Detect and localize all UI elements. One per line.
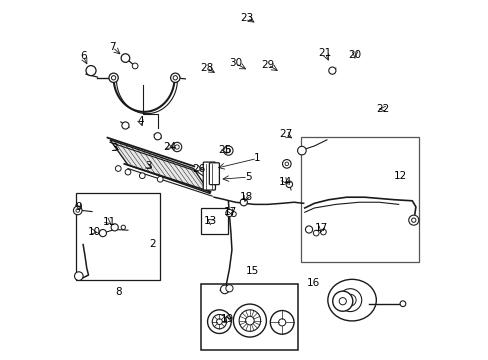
Circle shape	[320, 229, 325, 235]
Circle shape	[332, 291, 352, 311]
Text: 29: 29	[261, 59, 274, 69]
Text: 18: 18	[239, 192, 252, 202]
Circle shape	[216, 319, 222, 324]
Text: 26: 26	[192, 163, 205, 174]
Circle shape	[226, 148, 230, 153]
Circle shape	[139, 173, 145, 179]
Text: 6: 6	[80, 51, 86, 61]
Circle shape	[285, 162, 288, 166]
Text: 9: 9	[75, 202, 82, 212]
Circle shape	[240, 199, 247, 206]
Circle shape	[74, 272, 83, 280]
Circle shape	[411, 218, 415, 222]
Circle shape	[154, 133, 161, 140]
Text: 10: 10	[88, 227, 101, 237]
Circle shape	[278, 319, 285, 326]
Text: 21: 21	[318, 48, 331, 58]
Circle shape	[339, 298, 346, 305]
Circle shape	[239, 310, 260, 331]
Bar	[301, 137, 418, 262]
Circle shape	[115, 166, 121, 171]
Circle shape	[109, 73, 118, 82]
Circle shape	[225, 210, 233, 217]
Text: 5: 5	[244, 172, 251, 182]
Text: 22: 22	[375, 104, 388, 114]
Circle shape	[173, 76, 177, 80]
FancyBboxPatch shape	[209, 163, 219, 185]
FancyBboxPatch shape	[203, 162, 215, 190]
Text: 7: 7	[109, 42, 116, 52]
Circle shape	[223, 146, 233, 155]
Circle shape	[282, 159, 290, 168]
Circle shape	[86, 66, 96, 76]
Ellipse shape	[327, 279, 376, 321]
Circle shape	[285, 181, 292, 188]
Text: 3: 3	[145, 161, 151, 171]
Text: 23: 23	[240, 13, 253, 23]
Text: 20: 20	[347, 50, 361, 60]
Circle shape	[270, 311, 293, 334]
Circle shape	[172, 142, 182, 152]
Circle shape	[170, 73, 180, 82]
Circle shape	[344, 294, 355, 306]
Circle shape	[121, 225, 125, 229]
Circle shape	[157, 176, 163, 182]
Circle shape	[328, 67, 335, 74]
Circle shape	[132, 63, 138, 69]
Text: 17: 17	[224, 207, 237, 217]
Circle shape	[338, 289, 361, 311]
Text: 25: 25	[218, 144, 231, 154]
Text: 30: 30	[228, 58, 242, 68]
Text: 19: 19	[220, 314, 233, 324]
Text: 14: 14	[279, 177, 292, 187]
Circle shape	[225, 285, 233, 292]
Bar	[201, 284, 298, 350]
Text: 4: 4	[137, 116, 143, 126]
Circle shape	[399, 301, 405, 307]
Circle shape	[233, 304, 266, 337]
Circle shape	[111, 224, 118, 231]
Circle shape	[175, 145, 179, 149]
Circle shape	[73, 206, 82, 215]
Circle shape	[99, 229, 106, 237]
Text: 12: 12	[393, 171, 407, 181]
Circle shape	[76, 209, 80, 212]
Circle shape	[122, 122, 129, 129]
Circle shape	[220, 285, 228, 294]
Text: 27: 27	[279, 129, 292, 139]
Circle shape	[313, 230, 319, 236]
Text: 15: 15	[245, 266, 259, 276]
Text: 16: 16	[306, 278, 319, 288]
Circle shape	[125, 169, 131, 175]
Circle shape	[408, 215, 418, 225]
Circle shape	[212, 315, 226, 329]
Circle shape	[245, 316, 254, 325]
Bar	[76, 193, 160, 280]
Circle shape	[297, 146, 305, 155]
Circle shape	[305, 226, 312, 233]
Text: 13: 13	[203, 216, 217, 226]
Text: 1: 1	[253, 153, 260, 163]
Polygon shape	[110, 140, 210, 194]
Circle shape	[121, 54, 129, 62]
Text: 8: 8	[115, 287, 122, 297]
Text: 28: 28	[200, 63, 213, 73]
Circle shape	[111, 76, 116, 80]
Text: 11: 11	[102, 217, 115, 227]
Circle shape	[207, 310, 231, 333]
Circle shape	[231, 212, 236, 217]
Text: 2: 2	[149, 239, 156, 249]
Text: 24: 24	[163, 142, 176, 152]
Text: 17: 17	[314, 224, 327, 233]
Text: 3: 3	[111, 143, 118, 153]
Bar	[201, 208, 227, 234]
